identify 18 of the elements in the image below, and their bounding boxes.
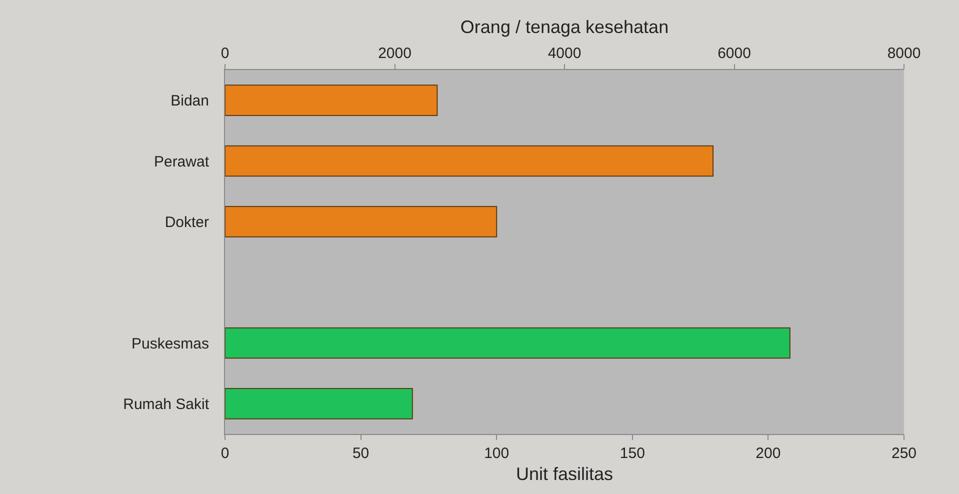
y-tick-label: Rumah Sakit — [123, 396, 210, 413]
x-tick-label: 200 — [756, 445, 781, 462]
x2-tick-label: 6000 — [718, 45, 751, 62]
x-tick-label: 150 — [620, 445, 645, 462]
x2-tick-label: 0 — [220, 45, 230, 62]
x2-tick-label: 4000 — [548, 45, 582, 62]
y-tick-label: Dokter — [164, 214, 209, 231]
x2-tick-label: 8000 — [887, 45, 921, 62]
x-tick-label: 0 — [220, 445, 230, 462]
x-tick-label: 50 — [352, 445, 370, 462]
y-tick-label: Bidan — [170, 92, 209, 110]
y-tick-label: Puskesmas — [131, 335, 209, 352]
x-axis-title: Unit fasilitas — [516, 464, 614, 484]
y-tick-label: Perawat — [154, 153, 210, 170]
x-tick-label: 100 — [484, 445, 510, 462]
x-tick-label: 250 — [891, 445, 917, 462]
x2-tick-label: 2000 — [378, 45, 412, 62]
x2-axis-title: Orang / tenaga kesehatan — [460, 17, 669, 38]
